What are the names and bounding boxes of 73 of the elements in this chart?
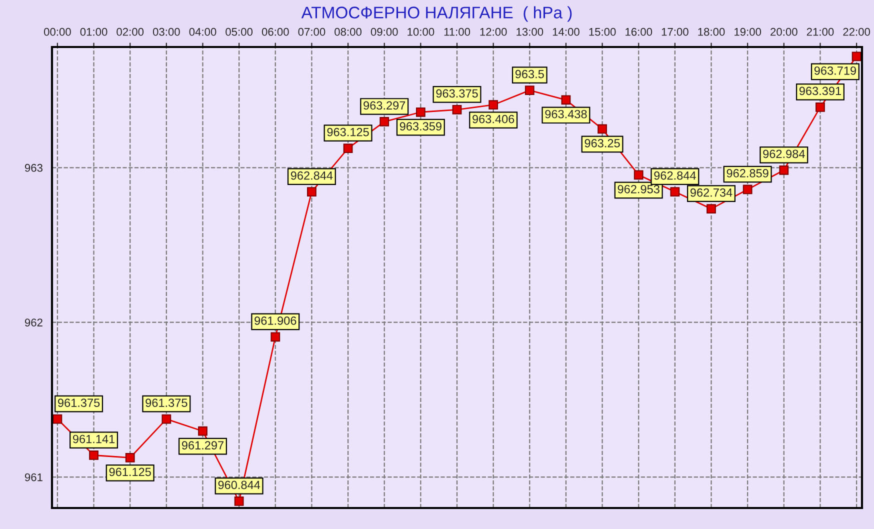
x-tick-label: 18:00	[698, 28, 725, 36]
point	[524, 86, 534, 95]
x-tick-label: 22:00	[843, 28, 870, 36]
x-tick-label: 20:00	[770, 28, 798, 36]
data-label: 962.734	[690, 188, 732, 197]
data-label: 963.391	[799, 86, 841, 96]
data-label: 961.375	[146, 398, 188, 407]
point	[162, 414, 172, 424]
point	[125, 453, 135, 462]
point	[634, 170, 644, 180]
y-tick-label: 961	[24, 473, 42, 482]
x-tick-label: 11:00	[444, 28, 470, 36]
data-label: 962.984	[763, 150, 805, 158]
data-label: 960.844	[218, 480, 260, 490]
data-label: 961.125	[109, 468, 151, 476]
chart-title: АТМОСФЕРНО НАЛЯГАНЕ ( hPa )	[301, 6, 572, 22]
point	[416, 107, 426, 117]
point	[198, 426, 208, 436]
point	[706, 204, 716, 214]
x-tick-label: 02:00	[116, 28, 144, 36]
x-tick-label: 14:00	[552, 28, 580, 36]
data-label: 963.406	[472, 114, 514, 124]
point	[270, 332, 280, 342]
data-label: 961.375	[58, 398, 100, 407]
x-tick-label: 17:00	[662, 28, 688, 36]
x-tick-label: 03:00	[152, 28, 180, 36]
data-label: 963.5	[515, 70, 544, 78]
data-label: 963.719	[814, 66, 856, 75]
data-label: 963.297	[364, 101, 406, 110]
x-tick-label: 07:00	[298, 28, 326, 36]
x-tick-label: 15:00	[589, 28, 616, 36]
x-tick-label: 19:00	[734, 28, 762, 36]
x-tick-label: 16:00	[626, 28, 652, 36]
data-label: 961.906	[254, 316, 296, 325]
data-label: 962.953	[618, 184, 660, 194]
point	[452, 104, 462, 114]
point	[779, 165, 789, 175]
point	[742, 184, 752, 194]
data-label: 962.859	[726, 169, 768, 178]
point	[852, 52, 862, 62]
point	[670, 187, 680, 196]
x-tick-label: 06:00	[262, 28, 289, 36]
data-label: 962.844	[654, 171, 696, 180]
x-tick-label: 04:00	[189, 28, 216, 36]
point	[343, 144, 353, 154]
y-tick-label: 962	[24, 318, 42, 326]
x-tick-label: 21:00	[806, 28, 834, 36]
x-tick-label: 12:00	[480, 28, 507, 36]
data-label: 962.844	[290, 171, 333, 180]
x-tick-label: 01:00	[80, 28, 108, 36]
data-label: 963.375	[436, 89, 478, 98]
point	[561, 95, 571, 105]
data-label: 963.125	[327, 128, 369, 136]
x-tick-label: 00:00	[44, 28, 71, 36]
x-tick-label: 09:00	[370, 28, 398, 36]
x-tick-label: 13:00	[516, 28, 544, 36]
data-label: 963.25	[584, 139, 620, 148]
x-tick-label: 08:00	[334, 28, 362, 36]
data-label: 963.359	[400, 122, 442, 131]
data-label: 961.141	[72, 434, 115, 444]
point	[488, 100, 498, 110]
point	[52, 414, 62, 424]
point	[598, 124, 607, 134]
point	[380, 117, 390, 126]
point	[89, 450, 98, 460]
x-tick-label: 10:00	[408, 28, 434, 36]
data-label: 961.297	[182, 441, 224, 450]
point	[816, 102, 825, 112]
point	[307, 187, 316, 196]
x-tick-label: 05:00	[226, 28, 253, 36]
data-label: 963.438	[545, 110, 587, 118]
y-tick-label: 963	[24, 164, 42, 172]
point	[234, 496, 244, 506]
